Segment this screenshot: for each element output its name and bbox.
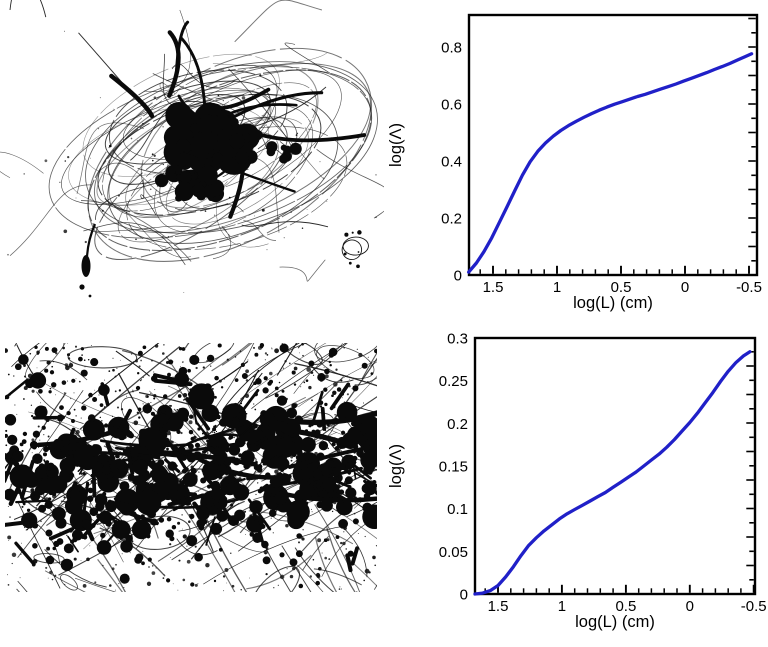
plot-frame xyxy=(467,13,759,277)
data-curve xyxy=(467,52,754,274)
y-tick-label: 0.25 xyxy=(439,373,468,390)
plot-area: 1.5 1 0.5 0 -0.5 0 0.05 0.1 0.15 0.2 0.25 0.3 xyxy=(439,331,767,616)
y-tick-label: 0.1 xyxy=(447,501,468,518)
y-tick-label: 0 xyxy=(454,268,462,285)
chart-bottom-panel: 1.5 1 0.5 0 -0.5 0 0.05 0.1 0.15 0.2 0.25 0.3 log(Λ… xyxy=(384,320,768,647)
art-layer xyxy=(5,343,377,592)
x-axis-label: log(L) (cm) xyxy=(573,294,653,312)
x-tick-label: 0 xyxy=(681,279,689,296)
plot-frame xyxy=(473,336,757,596)
y-tick-label: 0.3 xyxy=(447,331,468,348)
y-tick-label: 0 xyxy=(460,587,468,604)
y-tick-label: 0.6 xyxy=(441,96,462,113)
y-tick-label: 0.4 xyxy=(441,154,462,171)
x-tick-label: 1.5 xyxy=(483,279,504,296)
drip-painting-bottom-image xyxy=(5,343,377,592)
y-tick-label: 0.05 xyxy=(439,544,468,561)
y-axis-label: log(Λ) xyxy=(387,123,405,167)
y-tick-label: 0.2 xyxy=(441,211,462,228)
drip-painting-bottom-panel xyxy=(0,320,384,647)
x-tick-label: -0.5 xyxy=(741,598,767,615)
drip-painting-top-image xyxy=(0,0,384,298)
x-axis-label: log(L) (cm) xyxy=(575,613,655,631)
drip-painting-top-panel xyxy=(0,0,384,320)
x-tick-label: 1 xyxy=(558,598,566,615)
plot-area: 1.5 1 0.5 0 -0.5 0 0.2 0.4 0.6 0.8 xyxy=(441,13,762,296)
x-tick-label: 0.5 xyxy=(611,279,632,296)
y-tick-label: 0.8 xyxy=(441,39,462,56)
chart-top-panel: 1.5 1 0.5 0 -0.5 0 0.2 0.4 0.6 0.8 log(Λ) log(L) … xyxy=(384,0,768,320)
x-tick-label: 1.5 xyxy=(488,598,509,615)
data-curve xyxy=(473,350,752,596)
y-tick-label: 0.15 xyxy=(439,459,468,476)
art-layer xyxy=(0,0,384,298)
x-tick-label: 0.5 xyxy=(615,598,636,615)
lyapunov-chart-bottom: 1.5 1 0.5 0 -0.5 0 0.05 0.1 0.15 0.2 0.25 0.3 log(Λ… xyxy=(387,331,767,632)
y-axis-label: log(Λ) xyxy=(387,444,405,488)
x-tick-label: 0 xyxy=(686,598,694,615)
lyapunov-chart-top: 1.5 1 0.5 0 -0.5 0 0.2 0.4 0.6 0.8 log(Λ) log(L) … xyxy=(387,13,762,312)
x-tick-label: 1 xyxy=(553,279,561,296)
y-tick-label: 0.2 xyxy=(447,416,468,433)
x-tick-label: -0.5 xyxy=(736,279,762,296)
